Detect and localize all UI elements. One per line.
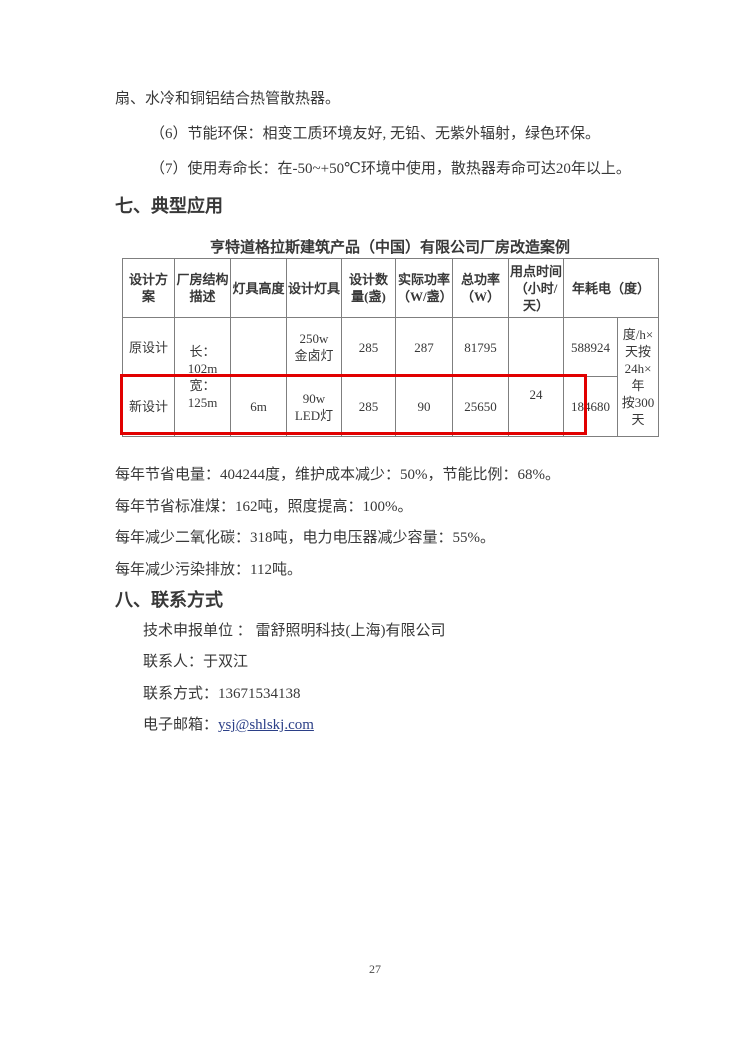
col-header-qty: 设计数量(盏): [341, 258, 396, 318]
stat-coal-saving: 每年节省标准煤：162吨，照度提高：100%。: [115, 499, 413, 515]
table-row-new-design: 新设计 6m 90w LED灯 285 90 25650 24 184680: [122, 376, 659, 437]
page-number: 27: [369, 962, 381, 976]
col-header-unit-power: 实际功率（W/盏）: [395, 258, 453, 318]
col-header-lamp-height: 灯具高度: [230, 258, 287, 318]
col-header-design-plan: 设计方案: [122, 258, 175, 318]
cell-qty: 285: [341, 376, 396, 437]
cell-hours: [508, 317, 564, 377]
contact-unit: 技术申报单位 ： 雷舒照明科技(上海)有限公司: [143, 623, 446, 639]
paragraph-radiator: 扇、水冷和铜铝结合热管散热器。: [115, 91, 341, 107]
cell-lamp-type: 250w 金卤灯: [286, 317, 342, 377]
stat-pollution-reduction: 每年减少污染排放：112吨。: [115, 562, 302, 578]
cell-unit-power: 90: [395, 376, 453, 437]
section-heading-contact: 八、联系方式: [115, 590, 223, 610]
cell-total-power: 81795: [452, 317, 509, 377]
paragraph-item-7: （7）使用寿命长：在-50~+50℃环境中使用，散热器寿命可达20年以上。: [150, 161, 631, 177]
cell-structure-merged: 长： 102m 宽： 125m: [174, 317, 231, 437]
col-header-total-power: 总功率（W）: [452, 258, 509, 318]
cell-total-power: 25650: [452, 376, 509, 437]
cell-annual-kwh: 588924: [563, 317, 618, 377]
stat-electricity-saving: 每年节省电量：404244度，维护成本减少：50%，节能比例：68%。: [115, 467, 560, 483]
table-header-row: 设计方案 厂房结构描述 灯具高度 设计灯具 设计数量(盏) 实际功率（W/盏） …: [122, 258, 660, 318]
table-row-original-design: 原设计 长： 102m 宽： 125m 250w 金卤灯 285 287 817…: [122, 317, 660, 437]
cell-lamp-type: 90w LED灯: [286, 376, 342, 437]
cell-annual-note-merged: 度/h× 天按 24h×年 按300 天: [616, 317, 660, 437]
cell-lamp-height: 6m: [230, 376, 287, 437]
cell-plan: 新设计: [122, 376, 175, 437]
cell-lamp-height: [230, 317, 287, 377]
col-header-lamp-type: 设计灯具: [286, 258, 342, 318]
cell-hours: 24: [508, 376, 564, 437]
col-header-structure: 厂房结构描述: [174, 258, 231, 318]
cell-plan: 原设计: [122, 317, 175, 377]
col-header-annual-kwh: 年耗电（度）: [562, 258, 660, 318]
paragraph-item-6: （6）节能环保：相变工质环境友好, 无铅、无紫外辐射，绿色环保。: [150, 126, 601, 142]
contact-person: 联系人：于双江: [143, 654, 249, 670]
contact-email-line: 电子邮箱：ysj@shlskj.com: [143, 714, 314, 736]
cell-qty: 285: [341, 317, 396, 377]
stat-co2-reduction: 每年减少二氧化碳：318吨，电力电压器减少容量：55%。: [115, 530, 495, 546]
cell-unit-power: 287: [395, 317, 453, 377]
contact-email-label: 电子邮箱：: [143, 717, 219, 733]
table-title: 亨特道格拉斯建筑产品（中国）有限公司厂房改造案例: [209, 240, 570, 256]
col-header-hours: 用点时间（小时/天）: [508, 258, 564, 318]
email-link[interactable]: ysj@shlskj.com: [218, 717, 314, 733]
contact-phone: 联系方式：13671534138: [143, 686, 301, 702]
section-heading-typical-applications: 七、典型应用: [115, 196, 223, 216]
cell-annual-kwh: 184680: [563, 376, 618, 437]
case-table: 设计方案 厂房结构描述 灯具高度 设计灯具 设计数量(盏) 实际功率（W/盏） …: [122, 258, 660, 437]
